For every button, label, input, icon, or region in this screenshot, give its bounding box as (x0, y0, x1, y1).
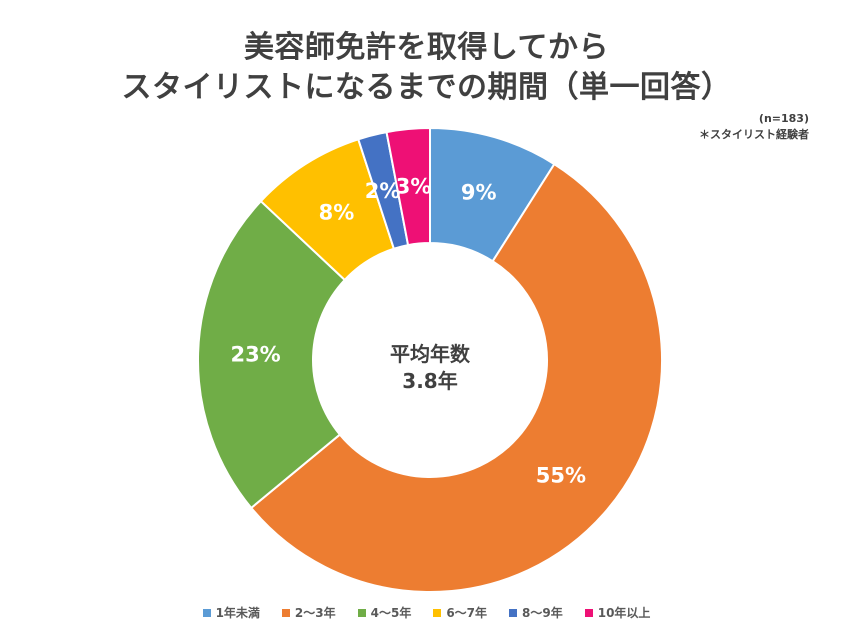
slice-label-group: 9% 55% 23% 8% 2%3% (230, 174, 586, 487)
legend-label-3: 4〜5年 (370, 606, 412, 620)
slice-group (197, 126, 663, 593)
chart-title-line-1: 美容師免許を取得してから (243, 30, 610, 65)
donut-slice-2 (249, 162, 663, 593)
legend-swatch-3 (357, 608, 366, 617)
slice-value-label-3: 23% (230, 343, 280, 367)
legend-label-4: 6〜7年 (446, 606, 488, 620)
legend-item-5: 8〜9年 (509, 604, 563, 621)
respondent-note: ＊スタイリスト経験者 (699, 128, 809, 141)
legend-label-5: 8〜9年 (522, 606, 563, 620)
slice-value-label-4: 8% (319, 201, 355, 225)
center-label-value: 3.8年 (402, 369, 457, 393)
legend-label-6: 10年以上 (597, 606, 651, 620)
donut-chart: 9% 55% 23% 8% 2%3% 平均年数 3.8年 (197, 126, 663, 593)
legend-item-3: 4〜5年 (357, 604, 412, 621)
donut-slice-3 (197, 199, 347, 510)
legend-swatch-4 (433, 608, 442, 617)
legend-label-2: 2〜3年 (294, 606, 336, 620)
slice-value-label-6: 3% (396, 174, 432, 198)
legend-swatch-2 (281, 608, 290, 617)
sample-size-note: (n=183) (758, 112, 809, 125)
center-label-title: 平均年数 (390, 342, 471, 366)
legend-item-4: 6〜7年 (433, 604, 487, 621)
slice-value-label-1: 9% (461, 180, 497, 204)
legend-item-2: 2〜3年 (281, 604, 336, 621)
legend-item-6: 10年以上 (584, 604, 651, 621)
legend-swatch-6 (584, 608, 593, 617)
legend-item-1: 1年未満 (202, 604, 260, 621)
legend-swatch-1 (202, 608, 211, 617)
slice-value-label-5: 2% (365, 179, 401, 203)
legend-swatch-5 (509, 608, 518, 617)
donut-slice-6 (385, 126, 431, 247)
chart-legend: 1年未満 2〜3年 4〜5年 6〜7年 8〜9年 10年以上 (0, 604, 853, 621)
chart-title-line-2: スタイリストになるまでの期間（単一回答） (121, 70, 732, 105)
slice-value-label-2: 55% (536, 463, 586, 487)
legend-label-1: 1年未満 (215, 606, 260, 620)
